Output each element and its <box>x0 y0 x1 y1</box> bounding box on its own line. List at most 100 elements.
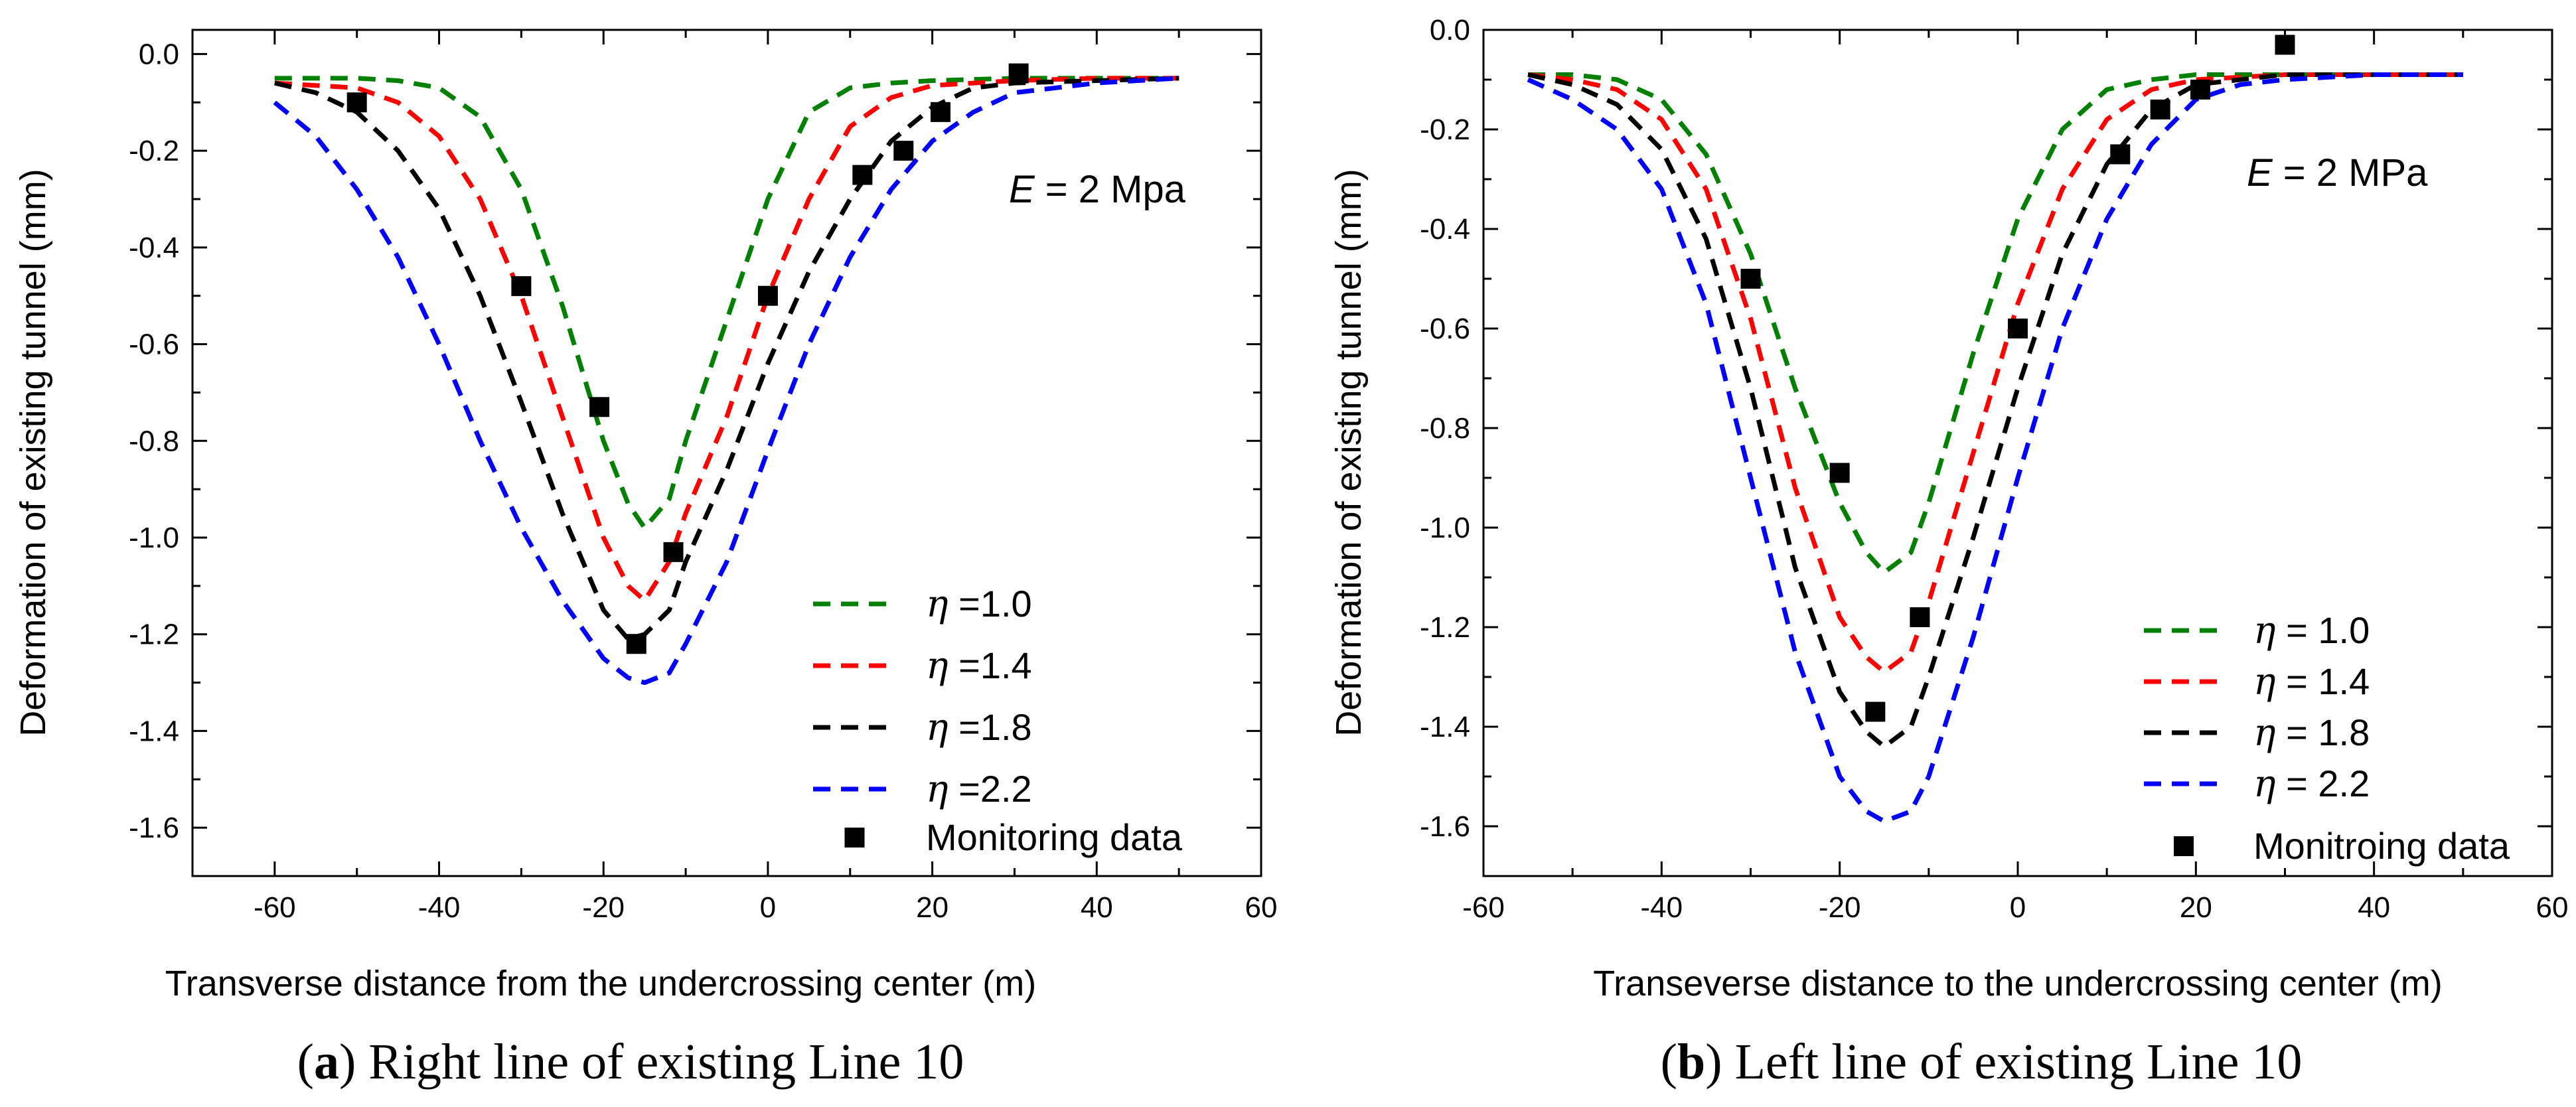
x-axis-title: Transeverse distance to the undercrossin… <box>1593 964 2443 1003</box>
series-line-1 <box>1528 72 2463 575</box>
series-line-1 <box>274 76 1179 530</box>
legend-label-2: η = 1.4 <box>2253 660 2370 703</box>
y-tick-label: -1.0 <box>129 522 179 554</box>
series-line-2 <box>274 76 1179 603</box>
y-tick-label: -0.4 <box>129 232 179 264</box>
legend-label-3: η =1.8 <box>926 706 1032 749</box>
monitoring-point <box>893 141 914 161</box>
monitoring-point <box>1910 607 1930 627</box>
series-line-3 <box>1527 72 2463 749</box>
legend-value: = 2.2 <box>2276 763 2370 804</box>
monitoring-point <box>2150 100 2170 119</box>
y-tick-label: -1.4 <box>1420 711 1470 743</box>
monitoring-point <box>626 634 646 654</box>
monitoring-point <box>1740 269 1761 289</box>
y-axis-title: Deformation of existing tunnel (mm) <box>1329 169 1369 736</box>
legend-value: = 1.8 <box>2276 711 2370 753</box>
x-tick-label: 0 <box>760 891 776 924</box>
y-tick-label: 0.0 <box>139 38 179 70</box>
x-tick-label: -40 <box>1641 891 1683 924</box>
legend-label-2: η =1.4 <box>926 644 1032 688</box>
monitoring-point <box>2190 80 2211 100</box>
series-line-2 <box>1527 72 2463 674</box>
monitoring-point <box>852 165 873 185</box>
x-tick-label: -40 <box>418 891 461 924</box>
legend-symbol: η <box>2253 609 2276 652</box>
x-tick-label: 40 <box>1081 891 1113 924</box>
legend-symbol: η <box>926 768 948 811</box>
legend-symbol: η <box>2253 660 2276 703</box>
series-line-3 <box>273 76 1179 642</box>
y-tick-label: 0.0 <box>1430 14 1470 46</box>
x-tick-label: -20 <box>582 891 625 924</box>
monitoring-point <box>2110 144 2131 165</box>
legend-label-4: η = 2.2 <box>2253 763 2370 806</box>
monitoring-point <box>757 285 778 306</box>
y-tick-label: -0.2 <box>129 135 179 167</box>
caption-b: (b) Left line of existing Line 10 <box>1661 1034 2303 1090</box>
modulus-annotation: E = 2 MPa <box>2247 151 2428 194</box>
y-tick-label: -1.2 <box>129 619 179 651</box>
x-tick-label: 20 <box>2180 891 2212 924</box>
x-tick-label: 40 <box>2358 891 2390 924</box>
x-tick-label: 60 <box>1245 891 1278 924</box>
monitoring-point <box>2008 319 2028 338</box>
x-tick-label: -60 <box>254 891 296 924</box>
monitoring-point <box>1829 463 1850 483</box>
y-tick-label: -0.2 <box>1420 113 1470 146</box>
legend-label-monitoring: Monitroing data <box>2253 825 2510 867</box>
monitoring-point <box>931 102 950 122</box>
caption-a: (a) Right line of existing Line 10 <box>297 1034 964 1090</box>
monitoring-point <box>511 276 532 297</box>
y-tick-label: -0.6 <box>129 329 179 361</box>
legend-label-monitoring: Monitoring data <box>926 816 1183 858</box>
y-axis-title: Deformation of existing tunnel (mm) <box>13 169 53 736</box>
y-tick-label: -1.0 <box>1420 512 1470 544</box>
legend-label-1: η =1.0 <box>926 583 1032 626</box>
annotation-value: = 2 MPa <box>2273 151 2428 194</box>
legend-label-3: η = 1.8 <box>2253 711 2370 755</box>
legend-label-4: η =2.2 <box>926 768 1032 811</box>
y-tick-label: -0.8 <box>129 425 179 457</box>
series-line-4 <box>1527 72 2463 824</box>
legend-value: = 1.4 <box>2276 660 2370 702</box>
panel-b: (b) Left line of existing Line 10 -60 -40… <box>1329 14 2568 1090</box>
legend-marker-monitoring <box>844 828 865 848</box>
annotation-symbol: E <box>1009 168 1035 211</box>
y-tick-label: -1.2 <box>1420 611 1470 644</box>
monitoring-point <box>663 542 684 562</box>
series-line-4 <box>273 76 1179 686</box>
x-tick-label: -60 <box>1462 891 1505 924</box>
monitoring-point <box>346 92 367 113</box>
legend-value: =2.2 <box>948 768 1032 810</box>
y-tick-label: -0.8 <box>1420 412 1470 445</box>
legend-value: =1.8 <box>948 706 1032 748</box>
legend-value: =1.0 <box>948 583 1032 625</box>
modulus-annotation: E = 2 Mpa <box>1009 168 1186 211</box>
legend-symbol: η <box>926 644 948 688</box>
annotation-value: = 2 Mpa <box>1035 168 1186 211</box>
legend-symbol: η <box>926 583 948 626</box>
annotation-symbol: E <box>2247 151 2273 194</box>
x-tick-label: -20 <box>1819 891 1861 924</box>
y-tick-label: -0.4 <box>1420 213 1470 246</box>
plot-frame <box>191 29 1262 877</box>
monitoring-point <box>2275 35 2295 55</box>
legend-symbol: η <box>2253 763 2276 806</box>
y-tick-label: -1.6 <box>1420 810 1470 843</box>
y-tick-label: -1.4 <box>129 715 179 747</box>
monitoring-point <box>589 397 610 417</box>
x-axis-title: Transverse distance from the undercrossi… <box>165 964 1037 1003</box>
monitoring-point <box>1865 701 1886 722</box>
x-tick-label: 20 <box>916 891 948 924</box>
legend-symbol: η <box>2253 711 2276 755</box>
panel-a: (a) Right line of existing Line 10 -60 -4… <box>13 29 1278 1090</box>
legend-label-1: η = 1.0 <box>2253 609 2370 652</box>
x-tick-label: 60 <box>2536 891 2569 924</box>
y-tick-label: -1.6 <box>129 812 179 844</box>
x-tick-label: 0 <box>2010 891 2026 924</box>
legend-value: = 1.0 <box>2276 609 2370 651</box>
legend-marker-monitoring <box>2174 836 2194 856</box>
legend-value: =1.4 <box>948 644 1032 686</box>
